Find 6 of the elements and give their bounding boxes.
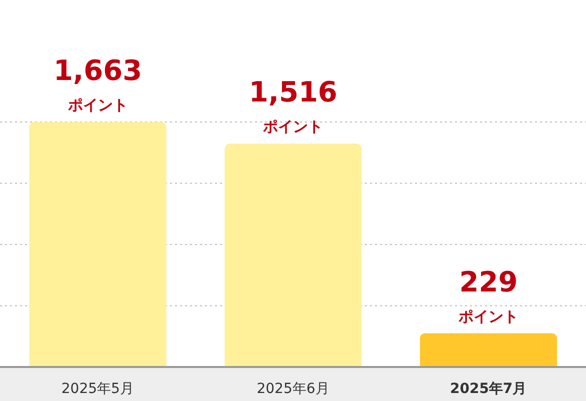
data-label: 1,663 ポイント <box>54 54 142 114</box>
data-label: 229 ポイント <box>457 265 518 326</box>
x-tick-label: 2025年6月 <box>256 381 330 397</box>
x-tick-label: 2025年7月 <box>450 381 527 397</box>
data-label: 1,516 ポイント <box>248 76 338 136</box>
x-tick-label: 2025年5月 <box>61 381 134 397</box>
